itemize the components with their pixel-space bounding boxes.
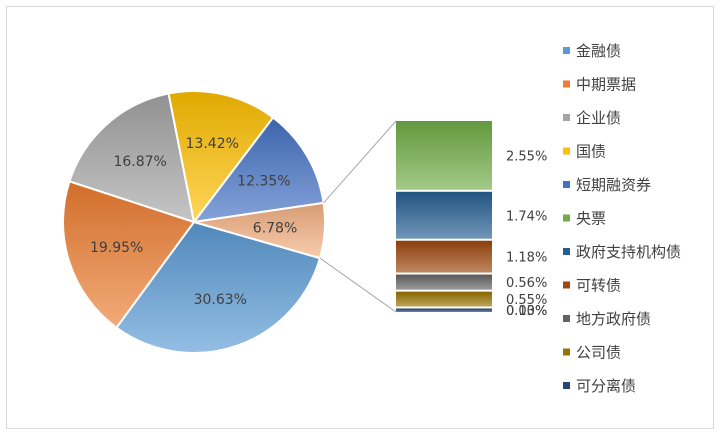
pie-data-label: 19.95% (90, 240, 143, 256)
legend-swatch (563, 80, 570, 88)
connector-line-bottom (319, 257, 397, 313)
legend-swatch (563, 214, 570, 222)
pie-data-label: 12.35% (237, 174, 290, 190)
connector-line-top (323, 120, 397, 204)
legend-item-label: 央票 (576, 210, 606, 228)
legend-item-label: 地方政府债 (576, 310, 651, 328)
legend-swatch (563, 147, 570, 155)
bar-data-label: 0.56% (506, 276, 547, 291)
legend-swatch (563, 181, 570, 188)
pie-slice-0 (115, 220, 322, 354)
pie-slice-3 (167, 90, 275, 225)
pie-data-label: 16.87% (113, 154, 166, 170)
legend-swatch (563, 248, 570, 255)
bar-segment-5 (396, 308, 492, 312)
legend-item-label: 金融债 (576, 42, 621, 60)
bar-data-label: 0.55% (506, 293, 547, 308)
legend-item-label: 国债 (576, 143, 606, 161)
legend-swatch (563, 382, 570, 389)
legend-item-label: 可转债 (576, 277, 621, 295)
pie-slice-1 (62, 180, 196, 330)
bar-data-label: 1.74% (506, 209, 547, 224)
legend-item-label: 可分离债 (576, 377, 636, 395)
bar-segment-1 (396, 191, 492, 239)
bar-segment-2 (396, 240, 492, 273)
bar-segment-0 (396, 121, 492, 190)
legend-item-label: 企业债 (576, 109, 621, 127)
legend-item-label: 中期票据 (576, 76, 636, 94)
bar-segment-3 (396, 274, 492, 290)
legend-item-label: 短期融资券 (576, 176, 651, 194)
bar-data-label: 0.00% (506, 304, 547, 319)
legend-swatch (563, 281, 570, 289)
legend-item-label: 政府支持机构债 (576, 243, 681, 261)
legend-swatch (563, 348, 570, 356)
legend-item-label: 公司债 (576, 344, 621, 362)
bar-data-label: 2.55% (506, 149, 547, 164)
pie-slice-other (193, 201, 326, 260)
pie-data-label: 30.63% (194, 292, 247, 308)
legend-swatch (563, 114, 570, 121)
pie-data-label: 6.78% (253, 220, 297, 236)
connector-lines (319, 120, 397, 313)
legend-swatch (563, 47, 570, 54)
pie-data-label: 13.42% (186, 136, 239, 152)
legend: 金融债中期票据企业债国债短期融资券央票政府支持机构债可转债地方政府债公司债可分离… (563, 42, 681, 395)
stacked-bar-group: 2.55% 1.74% 1.18% 0.56% 0.55%0.13%0.00% (396, 121, 547, 319)
pie-slice-2 (68, 92, 196, 224)
pie-group: 30.63% 19.95% 16.87% 13.42% 12.35% 6.78% (62, 90, 326, 354)
pie-slice-4 (191, 116, 325, 224)
legend-swatch (563, 315, 570, 322)
bar-segment-4 (396, 291, 492, 307)
bar-data-label: 0.13% (506, 304, 547, 319)
bar-data-label: 1.18% (506, 251, 547, 266)
